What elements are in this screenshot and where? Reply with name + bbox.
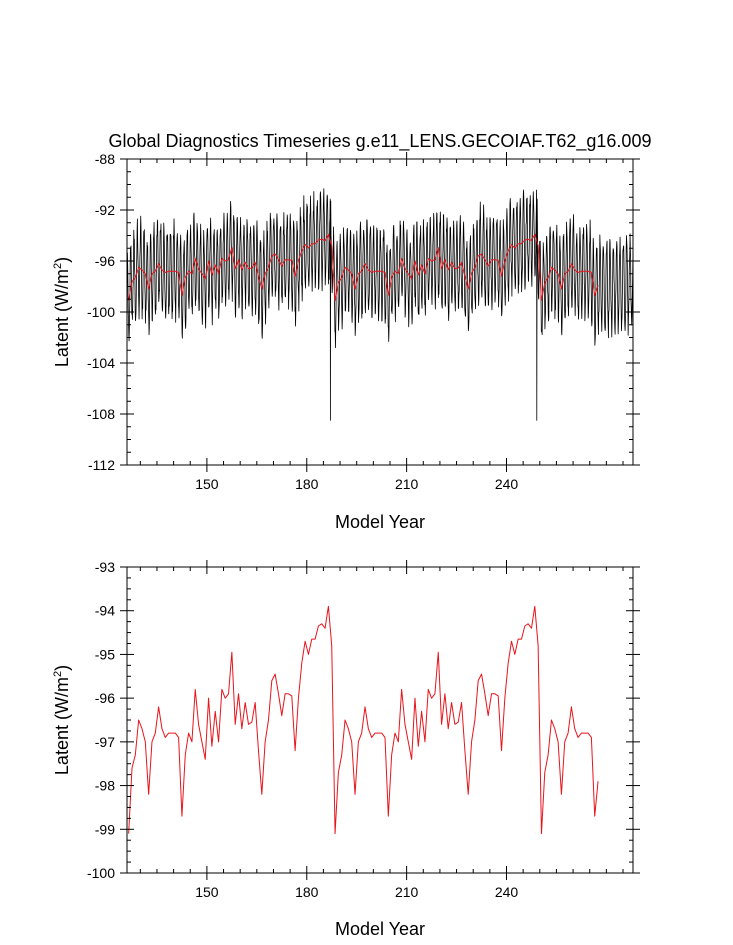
y-axis-label: Latent (W/m2) <box>52 257 72 367</box>
y-tick-label: -93 <box>95 559 115 575</box>
y-tick-label: -98 <box>95 778 115 794</box>
y-axis-label-superscript: 2 <box>52 671 64 677</box>
x-axis-label: Model Year <box>335 919 425 939</box>
chart-title: Global Diagnostics Timeseries g.e11_LENS… <box>109 131 652 152</box>
x-tick-label: 180 <box>295 476 319 492</box>
y-tick-label: -96 <box>95 253 115 269</box>
y-axis-label-superscript: 2 <box>52 263 64 269</box>
ticks-layer: 150 180 210 240 -112 -108 -104 -100 -96 -92 -88 <box>87 151 640 492</box>
y-tick-label: -95 <box>95 646 115 662</box>
series-line-annual <box>128 233 599 302</box>
plot-frame <box>126 566 634 874</box>
y-tick-label: -99 <box>95 821 115 837</box>
y-tick-label: -88 <box>95 151 115 167</box>
y-tick-label: -112 <box>88 457 115 473</box>
x-tick-label: 150 <box>195 476 219 492</box>
x-tick-label: 210 <box>395 884 419 900</box>
y-tick-label: -104 <box>87 355 115 371</box>
annual-mean-panel: 150 180 210 240 -100 -99 -98 -97 -96 -95 -94 -93 Mo… <box>52 559 640 939</box>
y-axis-label-end: ) <box>52 257 72 263</box>
series-line-annual <box>128 605 599 835</box>
series-layer <box>126 188 634 421</box>
y-axis-label: Latent (W/m2) <box>52 665 72 775</box>
y-tick-label: -97 <box>95 734 115 750</box>
x-tick-label: 210 <box>395 476 419 492</box>
y-tick-label: -94 <box>95 603 115 619</box>
series-layer <box>128 605 599 835</box>
ticks-layer: 150 180 210 240 -100 -99 -98 -97 -96 -95 -94 -93 <box>87 559 640 900</box>
x-tick-label: 180 <box>295 884 319 900</box>
series-line-monthly <box>126 188 634 421</box>
x-axis-label: Model Year <box>335 512 425 532</box>
x-tick-label: 240 <box>495 884 519 900</box>
y-tick-label: -92 <box>95 202 115 218</box>
monthly-and-annual-panel: 150 180 210 240 -112 -108 -104 -100 -96 -92 -88 Mo… <box>52 151 640 532</box>
y-tick-label: -96 <box>95 690 115 706</box>
y-tick-label: -100 <box>87 304 115 320</box>
x-tick-label: 150 <box>195 884 219 900</box>
x-tick-label: 240 <box>495 476 519 492</box>
y-tick-label: -100 <box>87 865 115 881</box>
y-tick-label: -108 <box>87 406 115 422</box>
y-axis-label-end: ) <box>52 665 72 671</box>
